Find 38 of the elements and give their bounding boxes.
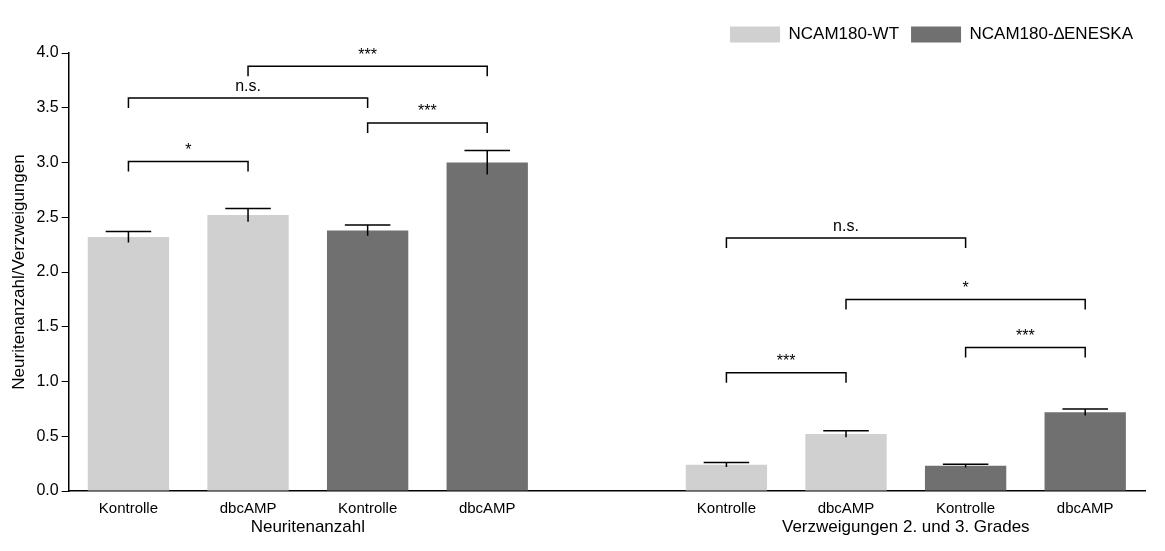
- annotation: n.s.: [235, 77, 261, 95]
- bar: [207, 215, 289, 491]
- bar: [326, 230, 409, 491]
- x-tick-label: Kontrolle: [936, 499, 996, 517]
- x-tick-label: dbcAMP: [817, 499, 875, 517]
- bar: [87, 236, 170, 491]
- bar: [805, 434, 887, 491]
- annotation: ***: [1016, 326, 1035, 344]
- text: Verzweigungen 2. und 3. Grades: [782, 517, 1030, 537]
- y-tick-label: 0.0: [36, 481, 59, 499]
- y-tick-label: 2.5: [36, 207, 59, 225]
- annotation: ***: [418, 102, 437, 120]
- annotation: n.s.: [833, 217, 859, 235]
- bar: [924, 465, 1007, 491]
- x-tick-label: dbcAMP: [1056, 499, 1114, 517]
- annotation: *: [185, 140, 192, 158]
- bar: [446, 162, 528, 491]
- y-tick-label: 3.0: [36, 152, 59, 170]
- annotation: ***: [776, 352, 796, 370]
- y-tick-label: 0.5: [36, 426, 59, 444]
- bar: [1044, 412, 1126, 491]
- y-tick-label: 1.0: [36, 371, 59, 389]
- annotation: ***: [358, 45, 377, 63]
- y-axis-title: Neuritenanzahl/Verzweigungen: [8, 154, 28, 390]
- y-tick-label: 1.5: [36, 317, 59, 335]
- x-tick-label: Kontrolle: [696, 499, 757, 517]
- x-tick-label: dbcAMP: [219, 499, 277, 517]
- x-tick-label: dbcAMP: [458, 499, 516, 517]
- text: Neuritenanzahl: [250, 517, 366, 537]
- annotation: *: [962, 278, 969, 296]
- y-tick-label: 3.5: [36, 98, 59, 116]
- bar: [685, 464, 768, 491]
- legend-label: NCAM180-∆ENESKA: [969, 24, 1134, 44]
- legend-label: NCAM180-WT: [788, 24, 900, 44]
- y-tick-label: 4.0: [36, 43, 59, 61]
- y-tick-label: 2.0: [36, 262, 59, 280]
- x-tick-label: Kontrolle: [338, 499, 398, 517]
- x-tick-label: Kontrolle: [98, 499, 159, 517]
